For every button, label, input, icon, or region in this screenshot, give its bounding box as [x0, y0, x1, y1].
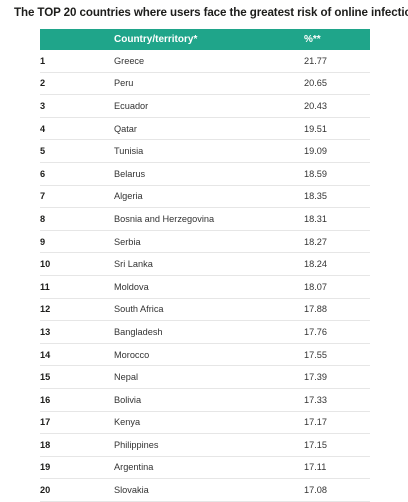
rank-cell: 20: [40, 478, 114, 502]
country-cell: Philippines: [114, 433, 304, 457]
percent-cell: 21.77: [304, 50, 370, 73]
table-row: 18 Philippines 17.15: [40, 433, 370, 457]
country-cell: Sri Lanka: [114, 252, 304, 276]
table-row: 8 Bosnia and Herzegovina 18.31: [40, 207, 370, 231]
country-cell: Moldova: [114, 275, 304, 299]
rank-cell: 11: [40, 275, 114, 299]
rank-cell: 14: [40, 343, 114, 367]
percent-cell: 17.55: [304, 343, 370, 367]
percent-cell: 18.31: [304, 207, 370, 231]
rank-cell: 12: [40, 298, 114, 322]
country-cell: Belarus: [114, 162, 304, 186]
table-row: 13 Bangladesh 17.76: [40, 320, 370, 344]
table-row: 9 Serbia 18.27: [40, 230, 370, 254]
rank-cell: 1: [40, 50, 114, 73]
country-cell: Tunisia: [114, 139, 304, 163]
country-cell: Greece: [114, 50, 304, 73]
table-row: 4 Qatar 19.51: [40, 117, 370, 141]
table-header-row: Country/territory* %**: [40, 29, 370, 50]
rank-cell: 18: [40, 433, 114, 457]
rank-cell: 3: [40, 94, 114, 118]
table-row: 20 Slovakia 17.08: [40, 478, 370, 502]
table-row: 1 Greece 21.77: [40, 50, 370, 73]
rank-cell: 10: [40, 252, 114, 276]
table-row: 12 South Africa 17.88: [40, 298, 370, 322]
table-body: 1 Greece 21.77 2 Peru 20.65 3 Ecuador 20.43 4 Qata…: [40, 50, 370, 502]
table-row: 7 Algeria 18.35: [40, 185, 370, 209]
table-row: 15 Nepal 17.39: [40, 365, 370, 389]
rank-cell: 17: [40, 411, 114, 435]
percent-cell: 17.15: [304, 433, 370, 457]
table-row: 19 Argentina 17.11: [40, 456, 370, 480]
rank-cell: 9: [40, 230, 114, 254]
country-cell: Argentina: [114, 456, 304, 480]
table-row: 10 Sri Lanka 18.24: [40, 252, 370, 276]
percent-cell: 20.43: [304, 94, 370, 118]
country-cell: Ecuador: [114, 94, 304, 118]
country-cell: Slovakia: [114, 478, 304, 502]
percent-cell: 17.76: [304, 320, 370, 344]
country-cell: Bangladesh: [114, 320, 304, 344]
rank-cell: 2: [40, 72, 114, 96]
table-row: 3 Ecuador 20.43: [40, 94, 370, 118]
rank-cell: 6: [40, 162, 114, 186]
percent-cell: 17.39: [304, 365, 370, 389]
rank-cell: 7: [40, 185, 114, 209]
country-cell: Peru: [114, 72, 304, 96]
percent-cell: 18.24: [304, 252, 370, 276]
country-cell: Bosnia and Herzegovina: [114, 207, 304, 231]
rank-cell: 5: [40, 139, 114, 163]
table-row: 14 Morocco 17.55: [40, 343, 370, 367]
country-cell: Algeria: [114, 185, 304, 209]
percent-cell: 18.59: [304, 162, 370, 186]
rank-cell: 8: [40, 207, 114, 231]
table-row: 5 Tunisia 19.09: [40, 139, 370, 163]
country-cell: Qatar: [114, 117, 304, 141]
header-percent: %**: [304, 29, 370, 50]
percent-cell: 17.33: [304, 388, 370, 412]
table-row: 16 Bolivia 17.33: [40, 388, 370, 412]
percent-cell: 17.88: [304, 298, 370, 322]
rank-cell: 16: [40, 388, 114, 412]
country-cell: Morocco: [114, 343, 304, 367]
country-cell: Kenya: [114, 411, 304, 435]
country-cell: Bolivia: [114, 388, 304, 412]
country-cell: Nepal: [114, 365, 304, 389]
percent-cell: 17.17: [304, 411, 370, 435]
country-cell: Serbia: [114, 230, 304, 254]
header-rank: [40, 29, 114, 50]
percent-cell: 18.07: [304, 275, 370, 299]
table-row: 6 Belarus 18.59: [40, 162, 370, 186]
percent-cell: 19.51: [304, 117, 370, 141]
header-country: Country/territory*: [114, 29, 304, 50]
ranking-table: Country/territory* %** 1 Greece 21.77 2 Peru…: [40, 29, 370, 502]
percent-cell: 17.08: [304, 478, 370, 502]
percent-cell: 17.11: [304, 456, 370, 480]
percent-cell: 18.35: [304, 185, 370, 209]
table-row: 11 Moldova 18.07: [40, 275, 370, 299]
percent-cell: 19.09: [304, 139, 370, 163]
rank-cell: 19: [40, 456, 114, 480]
table-row: 17 Kenya 17.17: [40, 411, 370, 435]
country-cell: South Africa: [114, 298, 304, 322]
percent-cell: 18.27: [304, 230, 370, 254]
percent-cell: 20.65: [304, 72, 370, 96]
table-row: 2 Peru 20.65: [40, 72, 370, 96]
rank-cell: 4: [40, 117, 114, 141]
rank-cell: 15: [40, 365, 114, 389]
rank-cell: 13: [40, 320, 114, 344]
page-title: The TOP 20 countries where users face th…: [14, 6, 408, 19]
